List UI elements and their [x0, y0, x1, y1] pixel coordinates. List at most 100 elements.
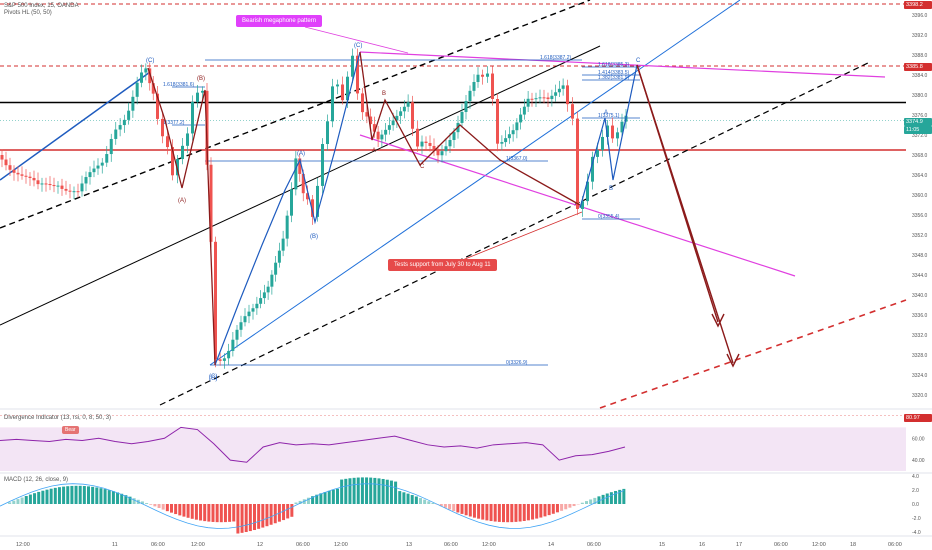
arrow-head-2 — [726, 353, 740, 368]
macd-histogram-bar — [572, 504, 576, 507]
wave-label: C — [636, 58, 641, 64]
candle-body — [522, 106, 526, 115]
candle-body — [402, 106, 406, 112]
candle-body — [36, 180, 40, 185]
candle-body — [255, 303, 259, 309]
macd-histogram-bar — [153, 504, 157, 507]
candle-body — [235, 329, 239, 340]
y-tick-label: 3368.0 — [912, 153, 928, 159]
callout-pointer-2 — [459, 211, 583, 262]
macd-histogram-bar — [493, 504, 497, 522]
price-label-top: 3398.2 — [904, 1, 932, 9]
macd-histogram-bar — [344, 478, 348, 504]
y-tick-label: 3372.0 — [912, 133, 928, 139]
macd-histogram-bar — [157, 504, 161, 509]
maroon-wave-path-left — [147, 67, 216, 366]
candle-body — [16, 172, 20, 175]
candle-body — [452, 132, 456, 140]
candle-body — [166, 136, 169, 148]
macd-histogram-bar — [531, 504, 535, 520]
candle-body — [341, 84, 344, 101]
candle-body — [251, 308, 255, 312]
candle-body — [274, 262, 278, 275]
candle-body — [566, 85, 569, 105]
candle-body — [294, 158, 298, 190]
candle-body — [321, 144, 324, 186]
macd-histogram-bar — [352, 477, 356, 504]
candle-body — [32, 177, 36, 181]
macd-histogram-bar — [91, 486, 95, 504]
candle-body — [591, 156, 594, 182]
candle-body — [351, 55, 354, 77]
macd-histogram-bar — [248, 504, 252, 532]
x-tick-label: 06:00 — [888, 542, 902, 548]
candle-body — [538, 97, 542, 99]
black-channel-line — [0, 45, 601, 326]
macd-histogram-bar — [306, 497, 310, 504]
candle-body — [424, 141, 428, 144]
macd-histogram-bar — [124, 495, 128, 504]
candle-body — [511, 130, 515, 135]
macd-y-tick: -4.0 — [912, 530, 921, 536]
candle-body — [28, 176, 32, 178]
macd-histogram-bar — [340, 479, 344, 504]
candle-body — [376, 131, 380, 140]
macd-histogram-bar — [236, 504, 240, 534]
candle-body — [114, 129, 118, 139]
candle-body — [247, 311, 251, 317]
candle-body — [519, 114, 523, 123]
candle-body — [432, 145, 436, 151]
macd-histogram-bar — [182, 504, 186, 517]
macd-histogram-bar — [485, 504, 489, 521]
macd-histogram-bar — [510, 504, 514, 523]
macd-histogram-bar — [190, 504, 194, 519]
macd-histogram-bar — [439, 504, 443, 507]
macd-histogram-bar — [585, 501, 588, 504]
candle-body — [24, 175, 28, 177]
candle-body — [372, 124, 376, 132]
wave-label: (C) — [209, 376, 217, 382]
lower-dashed-channel — [159, 61, 871, 406]
candle-body — [239, 322, 243, 330]
candle-body — [285, 215, 289, 239]
divergence-title: Divergence Indicator (13, rsi, 0, 8, 50,… — [4, 415, 112, 421]
price-label-current: 3374.9 — [904, 118, 932, 126]
candle-body — [4, 159, 8, 166]
candle-group — [0, 48, 628, 369]
candle-body — [56, 185, 60, 187]
macd-histogram-bar — [431, 502, 435, 504]
candle-body — [259, 298, 263, 304]
macd-histogram-bar — [70, 485, 74, 504]
wave-label: (C) — [354, 43, 362, 49]
candle-body — [606, 125, 609, 137]
maroon-wave-path-mid — [359, 51, 581, 206]
macd-histogram-bar — [53, 487, 57, 504]
macd-histogram-bar — [389, 480, 393, 504]
macd-histogram-bar — [464, 504, 468, 516]
y-tick-label: 3324.0 — [912, 373, 928, 379]
candle-body — [151, 83, 155, 94]
candle-body — [80, 183, 84, 192]
wave-label: (A) — [297, 151, 305, 157]
candle-body — [96, 165, 100, 169]
macd-histogram-bar — [215, 504, 219, 523]
candle-body — [436, 150, 440, 156]
macd-histogram-bar — [365, 477, 369, 504]
candle-body — [504, 138, 508, 143]
macd-histogram-bar — [568, 504, 572, 508]
macd-histogram-bar — [502, 504, 505, 523]
macd-histogram-bar — [593, 497, 597, 504]
macd-histogram-bar — [551, 504, 555, 514]
wave-label: B — [609, 186, 613, 192]
candle-body — [611, 125, 614, 139]
macd-histogram-bar — [406, 493, 410, 504]
macd-histogram-bar — [149, 504, 153, 505]
projected-red-dashed — [599, 299, 907, 409]
candle-body — [365, 112, 369, 117]
macd-histogram-bar — [228, 504, 232, 522]
candle-body — [356, 55, 359, 94]
macd-histogram-bar — [605, 493, 609, 504]
x-tick-label: 12:00 — [191, 542, 205, 548]
candle-body — [581, 201, 584, 210]
